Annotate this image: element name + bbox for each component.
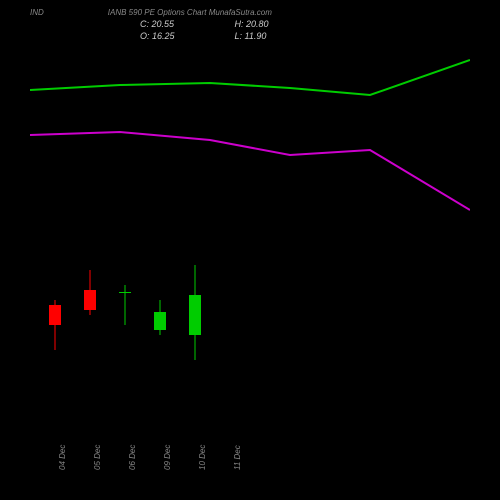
candle-body bbox=[119, 292, 131, 293]
ohlc-row: C: 20.55 O: 16.25 H: 20.80 L: 11.90 bbox=[0, 19, 500, 41]
candle-body bbox=[49, 305, 61, 325]
x-axis-label: 04 Dec bbox=[58, 445, 67, 470]
chart-header: IND IANB 590 PE Options Chart MunafaSutr… bbox=[0, 8, 500, 41]
candle-body bbox=[154, 312, 166, 330]
ind-label: IND bbox=[30, 8, 44, 17]
candle-body bbox=[189, 295, 201, 335]
candle-body bbox=[84, 290, 96, 310]
chart-title: IANB 590 PE Options Chart MunafaSutra.co… bbox=[108, 8, 272, 17]
close-value: C: 20.55 bbox=[140, 19, 175, 29]
lower-line bbox=[30, 132, 470, 210]
x-axis: 04 Dec 05 Dec 06 Dec 09 Dec 10 Dec 11 Dec bbox=[30, 425, 470, 485]
x-axis-label: 06 Dec bbox=[128, 445, 137, 470]
high-value: H: 20.80 bbox=[235, 19, 269, 29]
x-axis-label: 10 Dec bbox=[198, 445, 207, 470]
upper-line bbox=[30, 60, 470, 95]
x-axis-label: 05 Dec bbox=[93, 445, 102, 470]
x-axis-label: 11 Dec bbox=[233, 445, 242, 470]
x-axis-label: 09 Dec bbox=[163, 445, 172, 470]
price-chart bbox=[30, 40, 470, 440]
